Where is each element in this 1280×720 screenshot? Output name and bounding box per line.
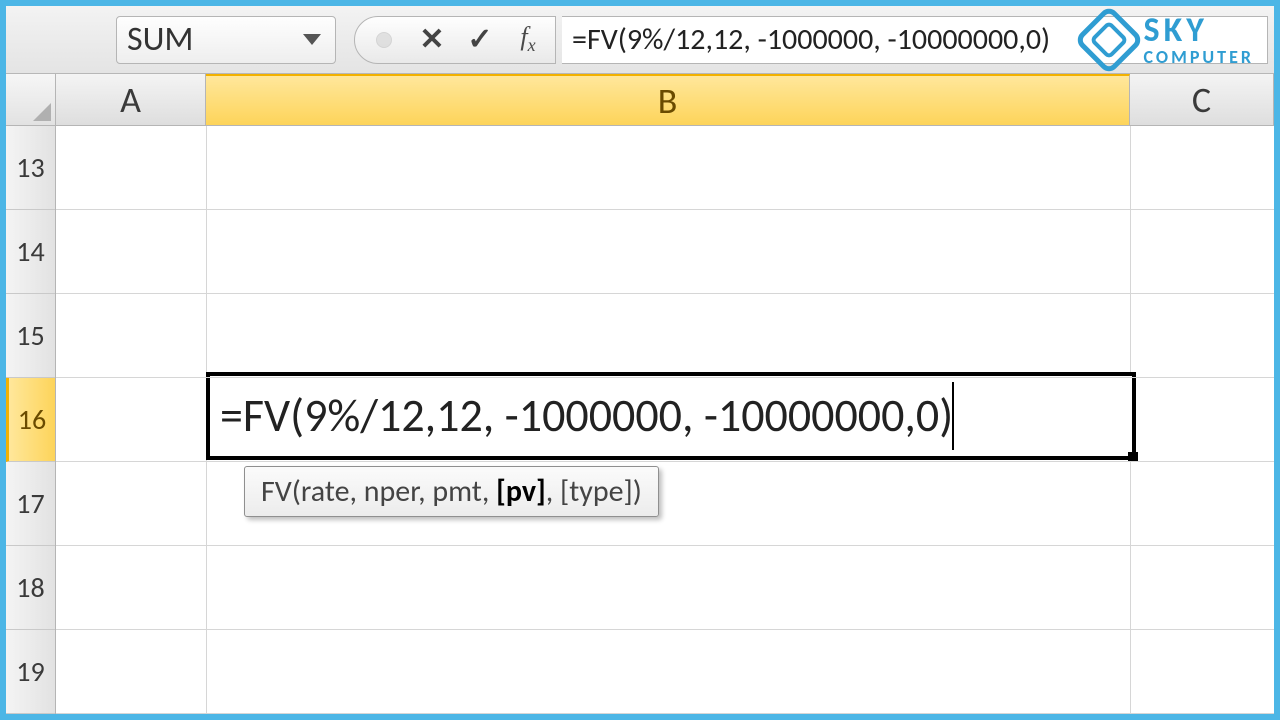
gridline-horizontal [56,713,1274,714]
row-header-14[interactable]: 14 [6,210,55,294]
gridline-horizontal [56,461,1274,462]
gridline-horizontal [56,293,1274,294]
column-header-a[interactable]: A [56,74,206,125]
column-header-c[interactable]: C [1130,74,1274,125]
cells-area[interactable]: =FV(9%/12,12, -1000000, -10000000,0) FV(… [56,126,1274,714]
row-header-16[interactable]: 16 [6,378,55,462]
formula-input-text: =FV(9%/12,12, -1000000, -10000000,0) [572,21,1050,58]
gridline-horizontal [56,629,1274,630]
row-header-15[interactable]: 15 [6,294,55,378]
name-box-dropdown-icon[interactable] [303,34,321,45]
spreadsheet: A B C 13141516171819 =FV(9%/12,12, -1000… [6,74,1274,714]
formula-bar: SUM ✕ ✓ fx =FV(9%/12,12, -1000000, -1000… [6,6,1274,74]
gridline-horizontal [56,377,1274,378]
x-icon: ✕ [419,21,444,58]
fx-icon: fx [520,22,535,56]
column-headers: A B C [6,74,1274,126]
active-cell-b16[interactable]: =FV(9%/12,12, -1000000, -10000000,0) [206,372,1136,460]
formula-buttons: ✕ ✓ fx [354,16,556,64]
active-cell-content: =FV(9%/12,12, -1000000, -10000000,0) [220,388,953,444]
tooltip-suffix: , [type]) [546,473,642,510]
row-header-19[interactable]: 19 [6,630,55,714]
row-header-13[interactable]: 13 [6,126,55,210]
tooltip-prefix: FV(rate, nper, pmt, [261,473,496,510]
select-all-corner[interactable] [6,74,56,125]
edit-cursor [952,382,954,450]
row-header-18[interactable]: 18 [6,546,55,630]
gridline-horizontal [56,545,1274,546]
tooltip-current-arg: [pv] [496,473,546,510]
check-icon: ✓ [467,21,492,58]
cancel-formula-button[interactable]: ✕ [417,25,447,55]
gridline-horizontal [56,209,1274,210]
row-headers: 13141516171819 [6,126,56,714]
insert-function-button[interactable]: fx [513,25,543,55]
accept-formula-button[interactable]: ✓ [465,25,495,55]
formula-input[interactable]: =FV(9%/12,12, -1000000, -10000000,0) [562,16,1268,64]
column-header-b[interactable]: B [206,74,1130,125]
formula-dot-icon [369,25,399,55]
function-tooltip[interactable]: FV(rate, nper, pmt, [pv], [type]) [244,466,659,517]
name-box[interactable]: SUM [116,16,336,64]
name-box-value: SUM [127,19,297,60]
row-header-17[interactable]: 17 [6,462,55,546]
